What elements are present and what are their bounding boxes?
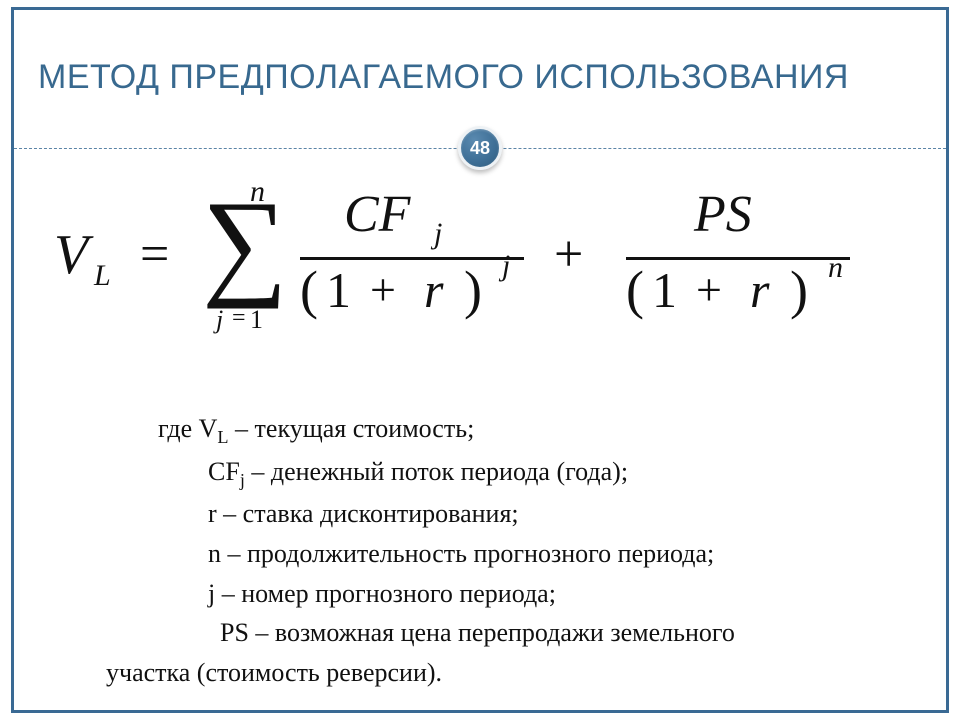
term2-fraction-bar	[626, 257, 850, 260]
legend-l2-post: – денежный поток периода (года);	[245, 457, 628, 486]
term2-plus: +	[696, 263, 722, 316]
term1-close: )	[464, 259, 482, 321]
formula-block: V L = n ∑ j = 1 CF j ( 1 + r ) j + PS ( …	[54, 185, 914, 355]
slide-title: МЕТОД ПРЕДПОЛАГАЕМОГО ИСПОЛЬЗОВАНИЯ	[38, 58, 849, 97]
term1-CF-sub: j	[434, 217, 442, 251]
formula-V-sub: L	[94, 259, 111, 293]
page-number-badge: 48	[458, 126, 502, 170]
legend-l1-sub: L	[217, 427, 228, 447]
sigma-symbol: ∑	[202, 183, 288, 303]
term1-CF: CF	[344, 185, 410, 244]
legend-line-1: где VL – текущая стоимость;	[158, 410, 906, 451]
sigma-lower-1: 1	[250, 305, 263, 335]
legend-line-4: n – продолжительность прогнозного период…	[208, 535, 906, 573]
term1-r: r	[424, 261, 443, 319]
term1-plus: +	[370, 263, 396, 316]
term2-r: r	[750, 261, 769, 319]
legend-l1-pre: где V	[158, 414, 217, 443]
legend-l1-post: – текущая стоимость;	[229, 414, 475, 443]
sigma-lower-j: j	[216, 305, 223, 335]
legend-line-3: r – ставка дисконтирования;	[208, 495, 906, 533]
term2-1: 1	[652, 261, 677, 319]
term1-1: 1	[326, 261, 351, 319]
term2-open: (	[626, 259, 644, 321]
sigma-lower-eq: =	[232, 305, 246, 332]
formula-V: V	[54, 223, 88, 287]
term2-exp: n	[828, 251, 843, 285]
slide-frame: МЕТОД ПРЕДПОЛАГАЕМОГО ИСПОЛЬЗОВАНИЯ 48 V…	[11, 7, 949, 713]
legend-block: где VL – текущая стоимость; CFj – денежн…	[106, 410, 906, 694]
term1-exp: j	[502, 249, 510, 283]
legend-line-6: PS – возможная цена перепродажи земельно…	[220, 614, 906, 652]
formula-eq: =	[140, 225, 169, 284]
term1-open: (	[300, 259, 318, 321]
legend-line-5: j – номер прогнозного периода;	[208, 575, 906, 613]
legend-l2-pre: CF	[208, 457, 240, 486]
middle-plus: +	[554, 225, 583, 284]
term2-close: )	[790, 259, 808, 321]
legend-line-7: участка (стоимость реверсии).	[106, 654, 906, 692]
term2-PS: PS	[694, 185, 752, 244]
legend-line-2: CFj – денежный поток периода (года);	[208, 453, 906, 494]
term1-fraction-bar	[300, 257, 524, 260]
